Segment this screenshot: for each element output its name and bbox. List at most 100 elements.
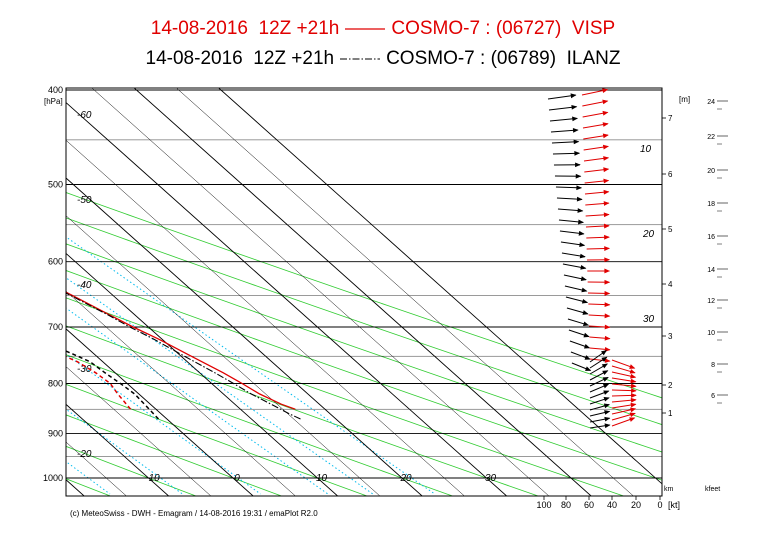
kfeet-tick-label: 14 <box>707 267 715 274</box>
km-tick-label: 4 <box>668 280 673 289</box>
km-tick-label: 5 <box>668 225 673 234</box>
kfeet-tick-label: 6 <box>711 393 715 400</box>
wind-speed-unit-label: [kt] <box>668 500 680 510</box>
wind-barb-head <box>630 402 637 408</box>
wind-speed-tick-label: 20 <box>631 500 641 510</box>
dry-adiabat <box>66 269 662 481</box>
wind-barb-head <box>602 133 609 139</box>
wind-barb-head <box>572 127 579 133</box>
title-visp-station: COSMO-7 : (06727) VISP <box>391 18 616 39</box>
wind-barb-head <box>604 358 611 363</box>
wind-barb-head <box>630 388 637 394</box>
wind-speed-tick-label: 100 <box>536 500 551 510</box>
adiabat-label: -40 <box>77 280 92 291</box>
mixing-ratio-line <box>66 307 329 495</box>
wind-barb-head <box>604 423 611 429</box>
wind-barb-head <box>604 324 611 330</box>
wind-barb-head <box>578 230 585 236</box>
wind-barb-head <box>603 212 610 218</box>
wind-barb-head <box>630 373 637 379</box>
wind-barb-head <box>570 93 577 99</box>
height-axis-label: km <box>664 486 674 493</box>
isotherm-label: 20 <box>399 473 412 484</box>
dry-adiabat <box>66 192 662 399</box>
wind-barb-head <box>604 234 610 240</box>
dry-adiabat <box>66 414 283 496</box>
mixing-ratio-line <box>66 353 261 495</box>
wind-barb-head <box>630 393 637 398</box>
wind-barb-head <box>604 291 611 296</box>
isotherm <box>66 366 212 496</box>
temperature-profile-visp <box>66 291 296 410</box>
kfeet-tick-label: 24 <box>707 99 715 106</box>
wind-barb-head <box>581 287 588 293</box>
isotach-label: 20 <box>642 229 655 240</box>
adiabat-label: -50 <box>77 195 92 206</box>
wind-barb-head <box>603 167 610 173</box>
isotherm <box>0 84 4 500</box>
isotherm <box>66 101 508 496</box>
pressure-tick-label: 700 <box>48 322 63 332</box>
kfeet-tick-label: 16 <box>707 234 715 241</box>
wind-barb-head <box>603 396 610 402</box>
wind-barb-head <box>584 355 591 360</box>
temperature-profile-ilanz <box>66 292 301 420</box>
wind-barb-head <box>603 178 610 184</box>
wind-barb-head <box>573 139 580 145</box>
pressure-tick-label: 400 <box>48 85 63 95</box>
kfeet-tick-label: 12 <box>707 298 715 305</box>
wind-barb-head <box>579 253 586 259</box>
ilanz-legend-line-icon <box>340 58 381 60</box>
dry-adiabat <box>66 445 198 496</box>
height-unit-label: [m] <box>679 95 690 104</box>
wind-barb-head <box>579 242 586 247</box>
kfeet-tick-label: 18 <box>707 201 715 208</box>
wind-barb-head <box>603 390 610 395</box>
dry-adiabat <box>66 297 625 496</box>
dry-adiabat <box>66 383 369 496</box>
isotherm <box>66 290 296 496</box>
adiabat-label: -60 <box>77 110 92 121</box>
wind-barb-head <box>630 383 637 389</box>
wind-barb-head <box>578 219 584 225</box>
plot-frame <box>65 87 663 497</box>
isotherm <box>133 88 592 496</box>
title-visp: 14-08-2016 12Z +21h COSMO-7 : (06727) VIS… <box>0 18 766 40</box>
wind-barb-head <box>602 383 610 389</box>
wind-barb-head <box>602 99 609 105</box>
wind-barb-head <box>582 321 590 327</box>
wind-barb-head <box>604 335 611 341</box>
wind-barb-head <box>603 201 610 206</box>
isotherm-label: 0 <box>234 473 240 484</box>
wind-barb-head <box>582 310 589 315</box>
wind-speed-tick-label: 60 <box>584 500 594 510</box>
pressure-tick-label: 800 <box>48 379 63 389</box>
wind-speed-tick-label: 0 <box>657 500 662 510</box>
pressure-tick-label: 900 <box>48 428 63 438</box>
km-tick-label: 1 <box>668 409 673 418</box>
wind-barb-head <box>602 370 609 376</box>
isotherm <box>91 88 550 496</box>
wind-barb-head <box>604 257 610 263</box>
dewpoint-profile-visp <box>66 355 132 410</box>
wind-barb-head <box>629 417 636 422</box>
wind-barb-head <box>630 407 637 413</box>
isotherm <box>0 84 46 500</box>
title-visp-run: 14-08-2016 12Z +21h <box>150 18 340 39</box>
wind-barb-head <box>602 377 609 382</box>
kfeet-tick-label: 10 <box>707 330 715 337</box>
isotherm-label: -10 <box>145 473 160 484</box>
isotherm <box>176 88 634 496</box>
wind-barb-head <box>630 397 637 403</box>
title-ilanz: 14-08-2016 12Z +21h COSMO-7 : (06789) ILA… <box>0 48 766 70</box>
wind-barb-head <box>585 366 592 371</box>
isotach-label: 10 <box>640 144 652 155</box>
wind-barb-head <box>583 343 591 349</box>
wind-barb-head <box>571 104 578 110</box>
isotherm <box>66 328 254 496</box>
wind-barb-head <box>604 410 611 415</box>
kfeet-tick-label: 22 <box>707 134 715 141</box>
dry-adiabat <box>66 217 662 426</box>
wind-barb-head <box>602 122 609 127</box>
wind-barb-head <box>583 332 590 338</box>
